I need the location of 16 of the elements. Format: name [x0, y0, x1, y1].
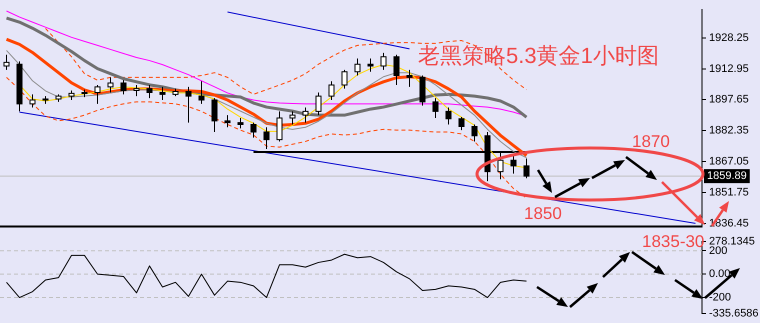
annotation: 1870: [632, 132, 670, 151]
y-tick-label: 1897.65: [709, 94, 749, 106]
y-tick-label: 200: [709, 244, 728, 257]
ref-line-label: 1859.89: [707, 170, 747, 182]
text: 老黑策略5.3黄金1小时图: [418, 43, 659, 68]
y-tick-label: 1912.95: [709, 62, 749, 75]
line-series: [6, 76, 527, 199]
y-tick-label: -200: [709, 292, 732, 304]
y-tick-label: 1867.05: [709, 156, 749, 168]
y-tick-label: 1851.75: [709, 186, 749, 199]
annotation: 1835-30: [642, 232, 704, 251]
y-tick-label: 1928.25: [709, 32, 749, 44]
y-tick-label: 0.00: [709, 268, 730, 280]
y-tick-label: -335.6586: [709, 307, 759, 320]
annotation: 1850: [524, 204, 562, 223]
y-tick-label: 1882.35: [709, 124, 749, 137]
